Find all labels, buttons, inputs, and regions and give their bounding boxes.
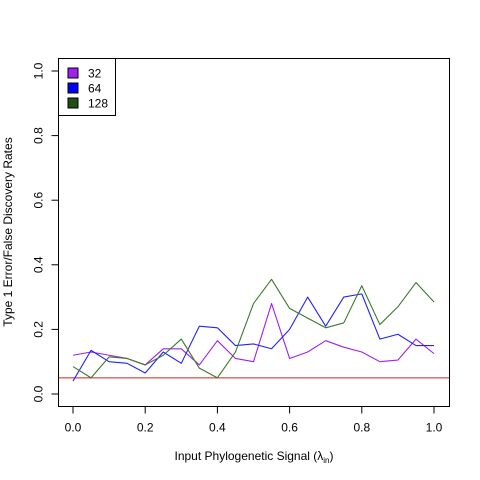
x-axis-title: Input Phylogenetic Signal (λin) bbox=[175, 449, 334, 465]
legend-label-32: 32 bbox=[88, 67, 102, 81]
y-tick-label: 0.8 bbox=[32, 127, 46, 144]
x-tick-label: 0.8 bbox=[353, 421, 370, 435]
legend-swatch-128 bbox=[67, 97, 79, 109]
legend-label-64: 64 bbox=[88, 82, 102, 96]
x-tick-label: 0.2 bbox=[137, 421, 154, 435]
x-tick-label: 0.6 bbox=[281, 421, 298, 435]
series-line-128 bbox=[72, 278, 435, 379]
x-axis-title-close: ) bbox=[330, 449, 334, 463]
y-axis: 0.0 0.2 0.4 0.6 0.8 1.0 bbox=[32, 62, 59, 402]
y-tick-label: 1.0 bbox=[32, 62, 46, 79]
series-line-64 bbox=[72, 293, 434, 382]
y-axis-title: Type 1 Error/False Discovery Rates bbox=[1, 137, 15, 326]
y-tick-label: 0.6 bbox=[32, 192, 46, 209]
x-axis-title-subscript: in bbox=[323, 456, 329, 465]
y-tick-label: 0.4 bbox=[32, 256, 46, 273]
x-tick-label: 0.4 bbox=[209, 421, 226, 435]
y-tick-label: 0.0 bbox=[32, 385, 46, 402]
legend-swatch-32 bbox=[67, 67, 79, 79]
x-tick-label: 0.0 bbox=[65, 421, 82, 435]
x-tick-label: 1.0 bbox=[426, 421, 443, 435]
y-tick-label: 0.2 bbox=[32, 321, 46, 338]
series-layer bbox=[72, 278, 435, 382]
legend-swatch-64 bbox=[67, 82, 79, 94]
x-axis: 0.0 0.2 0.4 0.6 0.8 1.0 bbox=[65, 406, 443, 435]
legend-label-128: 128 bbox=[88, 97, 108, 111]
x-axis-title-main: Input Phylogenetic Signal (λ bbox=[175, 449, 324, 463]
